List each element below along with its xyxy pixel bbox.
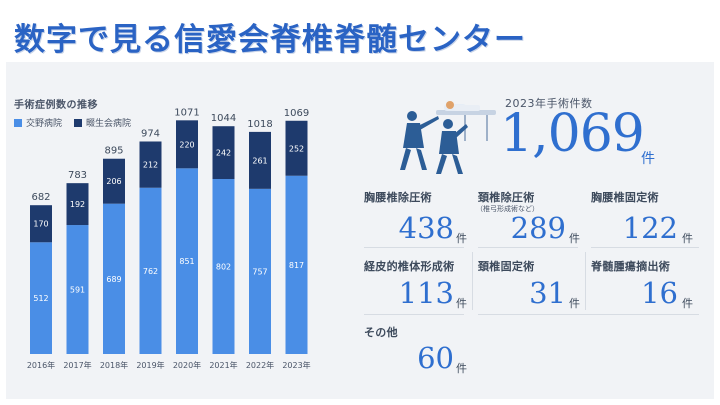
stat-label: 胸腰椎除圧術 [364, 191, 432, 204]
row-divider [478, 247, 578, 248]
stat-label: その他 [364, 326, 398, 339]
legend-label-nawate: 畷生会病院 [86, 119, 132, 129]
chart-title: 手術症例数の推移 [14, 100, 98, 111]
x-tick-label: 2019年 [136, 360, 164, 370]
total-label: 1069 [284, 108, 309, 119]
stat-value: 16 [641, 276, 678, 310]
x-tick-label: 2021年 [209, 360, 237, 370]
data-label-katano: 762 [143, 267, 158, 276]
bar-segment-nawate [176, 120, 198, 169]
total-label: 974 [141, 128, 160, 139]
bar-segment-nawate [139, 141, 162, 188]
bar-segment-nawate [66, 183, 89, 226]
legend-item-nawate: 畷生会病院 [74, 116, 131, 129]
stretcher-illustration [400, 101, 496, 174]
legend-item-katano: 交野病院 [14, 116, 62, 129]
total-caption: 2023年手術件数 [505, 97, 593, 110]
stat-value: 122 [622, 211, 678, 245]
stat-sub: （椎弓形成術など） [476, 205, 539, 213]
data-label-katano: 817 [289, 261, 304, 270]
stat-value: 289 [510, 211, 566, 245]
stat-unit: 件 [682, 297, 693, 310]
total-label: 895 [104, 146, 123, 157]
total-unit: 件 [641, 151, 655, 167]
data-label-nawate: 261 [252, 156, 267, 165]
legend-swatch-katano [14, 118, 22, 127]
total-label: 682 [31, 192, 50, 203]
stat-unit: 件 [682, 232, 693, 245]
data-label-nawate: 206 [106, 177, 121, 186]
data-label-nawate: 192 [70, 200, 85, 209]
x-tick-label: 2017年 [63, 360, 91, 370]
bar-segment-katano [139, 187, 162, 354]
bar-segment-nawate [212, 126, 235, 180]
column-divider [585, 252, 586, 310]
data-label-katano: 851 [179, 257, 194, 266]
legend-swatch-nawate [74, 118, 83, 127]
row-divider [478, 314, 699, 315]
bar-segment-nawate [249, 131, 271, 189]
stat-label: 脊髄腫瘍摘出術 [591, 260, 671, 273]
data-label-nawate: 220 [179, 140, 194, 149]
x-tick-label: 2020年 [173, 360, 201, 370]
bar-segment-katano [249, 188, 271, 354]
bar-segment-katano [103, 203, 125, 354]
bar-segment-katano [285, 175, 308, 354]
x-tick-label: 2023年 [282, 360, 310, 370]
x-tick-label: 2016年 [27, 360, 55, 370]
stat-value: 438 [398, 211, 454, 245]
total-label: 1018 [247, 119, 272, 130]
page-title: 数字で見る信愛会脊椎脊髄センター [14, 22, 526, 58]
data-label-nawate: 212 [143, 161, 158, 170]
row-divider [591, 247, 699, 248]
row-divider [364, 247, 464, 248]
stat-unit: 件 [569, 297, 580, 310]
stat-value: 113 [398, 276, 454, 310]
stat-unit: 件 [569, 232, 580, 245]
stat-label: 胸腰椎固定術 [591, 191, 659, 204]
chart-legend: 交野病院 畷生会病院 [14, 116, 131, 129]
data-label-katano: 802 [216, 263, 231, 272]
stat-unit: 件 [456, 362, 467, 375]
stat-label: 頚椎除圧術 [478, 191, 535, 204]
data-label-katano: 757 [252, 267, 267, 276]
data-label-katano: 689 [106, 275, 121, 284]
data-label-katano: 591 [70, 286, 85, 295]
bar-segment-katano [66, 225, 89, 354]
total-label: 1044 [211, 113, 236, 124]
bar-chart: 512 170 682 2016年 591 192 783 2017年 689 206 895 201… [27, 107, 311, 370]
stat-label: 経皮的椎体形成術 [364, 260, 455, 273]
data-label-nawate: 170 [33, 220, 48, 229]
bar-segment-nawate [285, 120, 308, 176]
data-label-nawate: 252 [289, 144, 304, 153]
total-label: 1071 [174, 107, 199, 118]
stat-label: 頚椎固定術 [478, 260, 535, 273]
x-tick-label: 2022年 [246, 360, 274, 370]
column-divider [472, 252, 473, 310]
row-divider [364, 314, 464, 315]
stat-value: 60 [417, 341, 454, 375]
bar-segment-katano [176, 168, 198, 354]
bar-segment-nawate [30, 205, 52, 243]
stat-unit: 件 [456, 232, 467, 245]
x-tick-label: 2018年 [100, 360, 128, 370]
bar-segment-katano [212, 179, 235, 354]
stat-value: 31 [529, 276, 566, 310]
data-label-katano: 512 [33, 294, 48, 303]
bar-segment-katano [30, 242, 52, 354]
total-value: 1,069 [500, 104, 645, 164]
total-label: 783 [68, 170, 87, 181]
stat-unit: 件 [456, 297, 467, 310]
legend-label-katano: 交野病院 [26, 119, 63, 129]
bar-segment-nawate [103, 158, 125, 204]
data-label-nawate: 242 [216, 149, 231, 158]
